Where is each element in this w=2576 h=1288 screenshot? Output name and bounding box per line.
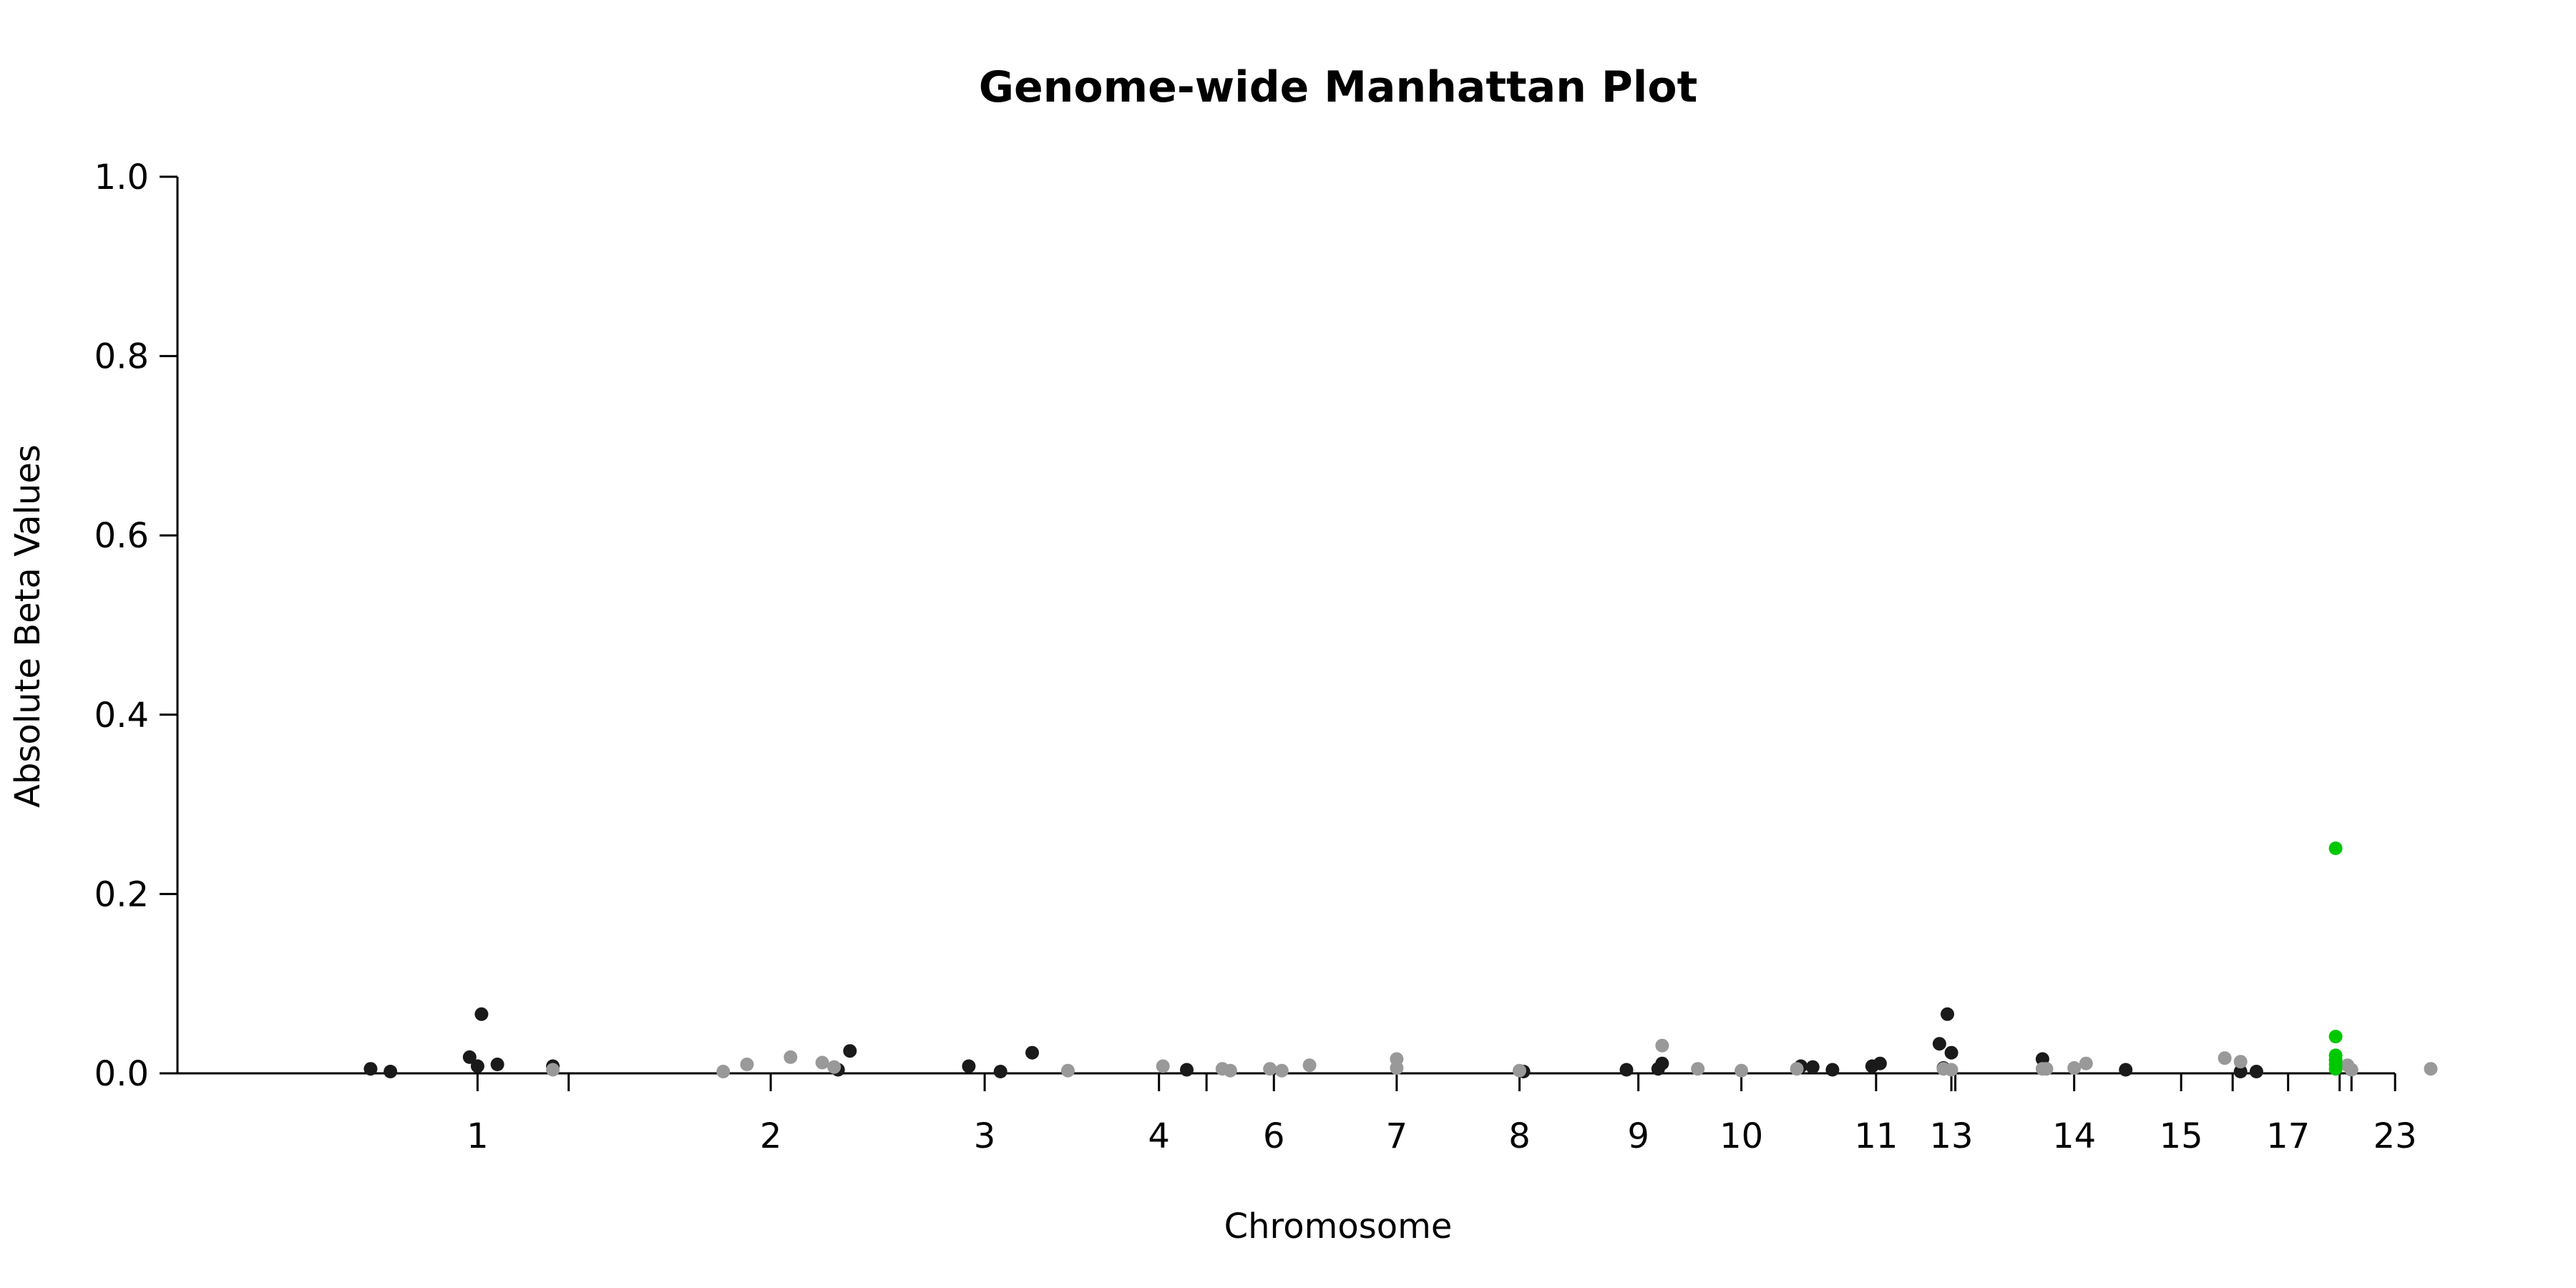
data-point xyxy=(2233,1065,2248,1078)
x-axis: 1 2 3 4 6 7 8 9 10 11 13 14 15 17 23 xyxy=(177,1072,2417,1156)
y-tick-label: 0.2 xyxy=(94,874,149,914)
data-point xyxy=(1156,1059,1170,1073)
y-axis: 0.0 0.2 0.4 0.6 0.8 1.0 xyxy=(94,157,179,1094)
data-point xyxy=(1263,1062,1277,1076)
data-point xyxy=(490,1058,504,1071)
x-tick-label: 13 xyxy=(1930,1116,1974,1156)
data-point xyxy=(1274,1063,1289,1078)
x-tick-label: 10 xyxy=(1719,1116,1763,1156)
data-point xyxy=(1944,1045,1958,1060)
data-points xyxy=(364,841,2438,1078)
data-point xyxy=(1390,1061,1404,1075)
data-point xyxy=(1691,1062,1705,1076)
data-point xyxy=(462,1050,477,1064)
data-point xyxy=(827,1060,841,1074)
data-point xyxy=(2344,1063,2358,1077)
data-point xyxy=(1655,1056,1669,1070)
x-tick-label: 4 xyxy=(1148,1116,1170,1156)
chart-title: Genome-wide Manhattan Plot xyxy=(979,62,1698,112)
data-point xyxy=(784,1050,798,1064)
x-tick-label: 1 xyxy=(467,1116,489,1156)
x-tick-label: 3 xyxy=(974,1116,996,1156)
data-point xyxy=(740,1058,754,1071)
data-point xyxy=(2218,1051,2232,1065)
data-point xyxy=(1619,1063,1634,1077)
data-point xyxy=(1932,1037,1946,1051)
data-point xyxy=(364,1062,378,1076)
data-point xyxy=(470,1059,484,1073)
data-point xyxy=(2039,1062,2054,1076)
data-point xyxy=(1790,1062,1804,1076)
data-point xyxy=(2233,1055,2248,1069)
data-point xyxy=(815,1055,829,1070)
y-tick-label: 0.8 xyxy=(94,337,149,377)
y-tick-label: 0.4 xyxy=(94,696,149,736)
data-point xyxy=(1735,1063,1749,1078)
x-tick-label: 6 xyxy=(1263,1116,1285,1156)
data-point xyxy=(1805,1060,1820,1074)
data-point xyxy=(843,1044,857,1058)
x-tick-label: 7 xyxy=(1386,1116,1408,1156)
x-tick-label: 15 xyxy=(2160,1116,2203,1156)
data-point xyxy=(1825,1063,1840,1077)
x-tick-label: 14 xyxy=(2052,1116,2096,1156)
data-point xyxy=(993,1065,1008,1078)
data-point xyxy=(1655,1038,1669,1053)
data-point xyxy=(2328,841,2343,855)
data-point xyxy=(1302,1058,1317,1073)
y-tick-label: 0.6 xyxy=(94,516,149,556)
data-point xyxy=(1180,1063,1194,1077)
data-point xyxy=(2119,1063,2133,1077)
data-point xyxy=(2328,1062,2343,1076)
data-point xyxy=(474,1007,489,1021)
data-point xyxy=(2328,1030,2343,1044)
x-tick-label: 8 xyxy=(1508,1116,1531,1156)
data-point xyxy=(384,1065,398,1078)
y-tick-label: 1.0 xyxy=(94,157,149,197)
data-point xyxy=(1873,1056,1887,1070)
data-point xyxy=(962,1059,976,1073)
data-point xyxy=(1944,1063,1958,1077)
x-tick-label: 17 xyxy=(2266,1116,2310,1156)
data-point xyxy=(1941,1007,1954,1021)
x-tick-label: 23 xyxy=(2373,1116,2417,1156)
x-axis-label: Chromosome xyxy=(1224,1206,1453,1246)
x-tick-label: 2 xyxy=(760,1116,782,1156)
data-point xyxy=(2424,1062,2438,1076)
data-point xyxy=(1513,1063,1526,1078)
data-point xyxy=(546,1063,560,1077)
data-point xyxy=(1060,1063,1075,1078)
x-tick-label: 11 xyxy=(1854,1116,1898,1156)
y-axis-label: Absolute Beta Values xyxy=(8,444,48,808)
data-point xyxy=(2079,1056,2093,1070)
data-point xyxy=(1223,1063,1237,1078)
x-tick-label: 9 xyxy=(1627,1116,1649,1156)
y-tick-label: 0.0 xyxy=(94,1054,149,1094)
data-point xyxy=(2249,1065,2263,1078)
data-point xyxy=(1025,1045,1039,1060)
data-point xyxy=(2067,1061,2082,1075)
data-point xyxy=(716,1065,731,1078)
